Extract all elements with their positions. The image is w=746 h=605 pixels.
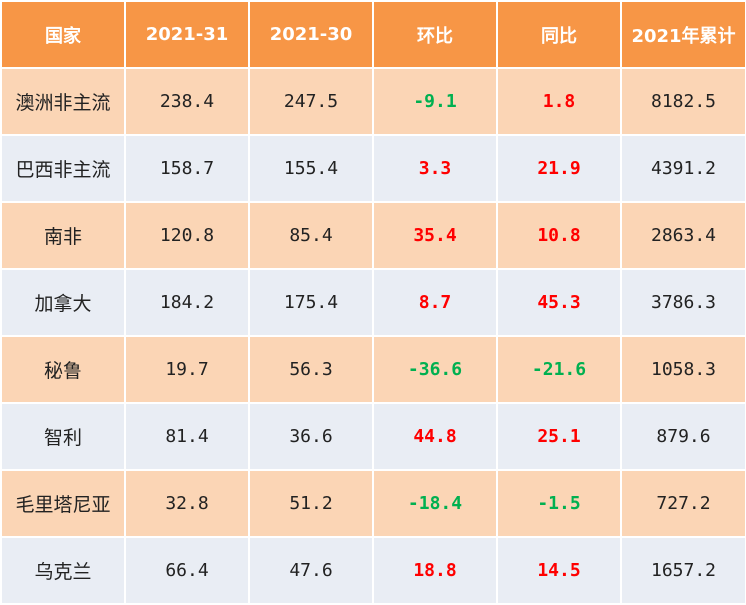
cell-week-over-week: -18.4 xyxy=(372,469,498,538)
cell-week-30: 247.5 xyxy=(248,67,374,136)
cell-week-over-week: -36.6 xyxy=(372,335,498,404)
cell-year-over-year: 21.9 xyxy=(496,134,622,203)
header-country: 国家 xyxy=(0,0,126,69)
cell-week-31: 32.8 xyxy=(124,469,250,538)
table-row: 智利 81.4 36.6 44.8 25.1 879.6 xyxy=(0,402,746,471)
cell-country: 智利 xyxy=(0,402,126,471)
header-row: 国家 2021-31 2021-30 环比 同比 2021年累计 xyxy=(0,0,746,69)
cell-year-over-year: 45.3 xyxy=(496,268,622,337)
cell-week-over-week: 8.7 xyxy=(372,268,498,337)
table-row: 澳洲非主流 238.4 247.5 -9.1 1.8 8182.5 xyxy=(0,67,746,136)
table-row: 巴西非主流 158.7 155.4 3.3 21.9 4391.2 xyxy=(0,134,746,203)
cell-year-over-year: -21.6 xyxy=(496,335,622,404)
cell-ytd-total: 4391.2 xyxy=(620,134,746,203)
cell-week-31: 238.4 xyxy=(124,67,250,136)
cell-ytd-total: 2863.4 xyxy=(620,201,746,270)
cell-week-30: 36.6 xyxy=(248,402,374,471)
cell-week-30: 175.4 xyxy=(248,268,374,337)
cell-week-31: 19.7 xyxy=(124,335,250,404)
table-row: 毛里塔尼亚 32.8 51.2 -18.4 -1.5 727.2 xyxy=(0,469,746,538)
header-week-over-week: 环比 xyxy=(372,0,498,69)
table-row: 南非 120.8 85.4 35.4 10.8 2863.4 xyxy=(0,201,746,270)
header-week-30: 2021-30 xyxy=(248,0,374,69)
table-header: 国家 2021-31 2021-30 环比 同比 2021年累计 xyxy=(0,0,746,69)
cell-week-over-week: 35.4 xyxy=(372,201,498,270)
cell-week-30: 51.2 xyxy=(248,469,374,538)
cell-week-over-week: 3.3 xyxy=(372,134,498,203)
cell-week-30: 155.4 xyxy=(248,134,374,203)
table-row: 乌克兰 66.4 47.6 18.8 14.5 1657.2 xyxy=(0,536,746,605)
header-year-over-year: 同比 xyxy=(496,0,622,69)
cell-ytd-total: 8182.5 xyxy=(620,67,746,136)
table-row: 加拿大 184.2 175.4 8.7 45.3 3786.3 xyxy=(0,268,746,337)
cell-year-over-year: 1.8 xyxy=(496,67,622,136)
cell-ytd-total: 1657.2 xyxy=(620,536,746,605)
header-ytd-total: 2021年累计 xyxy=(620,0,746,69)
cell-week-31: 158.7 xyxy=(124,134,250,203)
cell-week-31: 120.8 xyxy=(124,201,250,270)
cell-year-over-year: 10.8 xyxy=(496,201,622,270)
cell-ytd-total: 727.2 xyxy=(620,469,746,538)
cell-week-31: 66.4 xyxy=(124,536,250,605)
cell-year-over-year: -1.5 xyxy=(496,469,622,538)
cell-ytd-total: 1058.3 xyxy=(620,335,746,404)
cell-week-over-week: 18.8 xyxy=(372,536,498,605)
cell-week-over-week: -9.1 xyxy=(372,67,498,136)
header-week-31: 2021-31 xyxy=(124,0,250,69)
cell-week-31: 81.4 xyxy=(124,402,250,471)
cell-week-31: 184.2 xyxy=(124,268,250,337)
cell-week-30: 56.3 xyxy=(248,335,374,404)
cell-ytd-total: 3786.3 xyxy=(620,268,746,337)
cell-week-30: 85.4 xyxy=(248,201,374,270)
cell-year-over-year: 25.1 xyxy=(496,402,622,471)
table-row: 秘鲁 19.7 56.3 -36.6 -21.6 1058.3 xyxy=(0,335,746,404)
cell-country: 毛里塔尼亚 xyxy=(0,469,126,538)
cell-ytd-total: 879.6 xyxy=(620,402,746,471)
cell-country: 巴西非主流 xyxy=(0,134,126,203)
cell-year-over-year: 14.5 xyxy=(496,536,622,605)
cell-country: 南非 xyxy=(0,201,126,270)
cell-week-over-week: 44.8 xyxy=(372,402,498,471)
table-body: 澳洲非主流 238.4 247.5 -9.1 1.8 8182.5 巴西非主流 … xyxy=(0,67,746,605)
cell-country: 澳洲非主流 xyxy=(0,67,126,136)
cell-country: 乌克兰 xyxy=(0,536,126,605)
cell-week-30: 47.6 xyxy=(248,536,374,605)
cell-country: 秘鲁 xyxy=(0,335,126,404)
cell-country: 加拿大 xyxy=(0,268,126,337)
